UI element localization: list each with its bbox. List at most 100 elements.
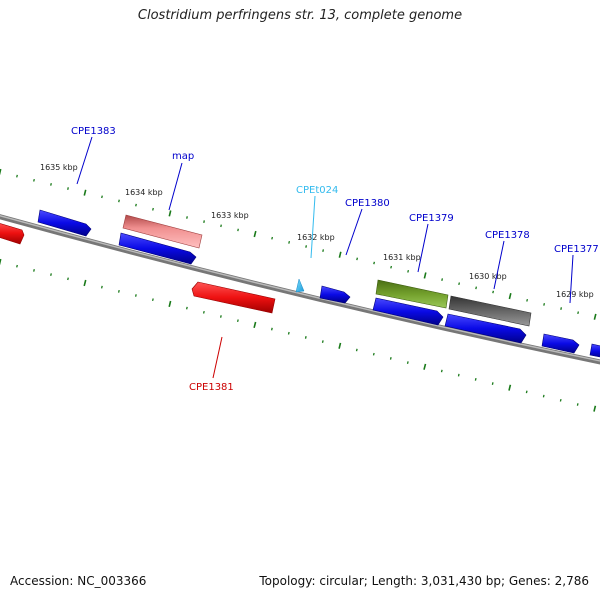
scale-label-1632: 1632 kbp: [297, 233, 335, 242]
gene-label-map[interactable]: map: [172, 151, 194, 162]
inner-scale-major-tick: [338, 342, 342, 349]
outer-scale-major-tick: [83, 189, 87, 196]
outer-scale-minor-tick: [237, 228, 239, 232]
gene-feature-cpe1381[interactable]: [191, 281, 276, 314]
gene-feature-red-left[interactable]: [0, 222, 25, 245]
inner-scale-minor-tick: [16, 264, 18, 268]
inner-scale-minor-tick: [406, 361, 409, 364]
inner-scale-major-tick: [83, 279, 87, 287]
scale-label-1633: 1633 kbp: [211, 211, 249, 220]
outer-scale-minor-tick: [390, 265, 393, 269]
inner-scale-minor-tick: [185, 306, 188, 310]
gene-feature-cpe1378[interactable]: [448, 295, 532, 327]
inner-scale-major-tick: [0, 258, 2, 266]
inner-scale-minor-tick: [50, 273, 52, 276]
inner-scale-minor-tick: [33, 269, 35, 272]
gene-features[interactable]: [0, 209, 600, 358]
gene-label-cpe1379[interactable]: CPE1379: [409, 213, 454, 224]
gene-label-cpe1377[interactable]: CPE1377: [554, 244, 599, 255]
accession-text: Accession: NC_003366: [10, 574, 147, 588]
inner-scale-minor-tick: [117, 289, 120, 293]
outer-scale-major-tick: [168, 210, 172, 217]
scale-label-1634: 1634 kbp: [125, 188, 163, 197]
inner-scale-minor-tick: [219, 315, 222, 318]
outer-scale-minor-tick: [288, 240, 291, 244]
inner-scale-minor-tick: [100, 285, 103, 289]
outer-scale-minor-tick: [33, 178, 35, 182]
scale-label-1631: 1631 kbp: [383, 253, 421, 262]
gene-feature-cpe1380[interactable]: [319, 285, 351, 304]
inner-scale-minor-tick: [287, 331, 290, 335]
outer-scale-minor-tick: [50, 183, 52, 186]
inner-scale-major-tick: [253, 321, 257, 329]
outer-scale-major-tick: [253, 230, 257, 238]
outer-scale-minor-tick: [458, 282, 461, 286]
gene-feature-cpe1379[interactable]: [375, 279, 449, 309]
gene-labels[interactable]: CPE1383 map CPEt024 CPE1380 CPE1379 CPE1…: [71, 126, 599, 393]
inner-scale-minor-tick: [372, 352, 375, 356]
inner-scale-minor-tick: [67, 277, 69, 281]
outer-scale-minor-tick: [441, 278, 444, 281]
map-title: Clostridium perfringens str. 13, complet…: [137, 8, 463, 23]
backbone-highlight: [0, 215, 600, 362]
inner-scale-minor-tick: [389, 357, 392, 360]
outer-scale-minor-tick: [152, 207, 154, 211]
gene-feature-blue-under-1378[interactable]: [444, 313, 527, 344]
outer-scale-major-tick: [0, 168, 2, 176]
outer-scale-minor-tick: [526, 298, 529, 302]
inner-scale-minor-tick: [134, 294, 137, 297]
gene-feature-map[interactable]: [122, 214, 203, 249]
outer-scale-minor-tick: [492, 290, 495, 294]
outer-scale-minor-tick: [543, 303, 546, 306]
outer-scale-major-tick: [423, 272, 427, 279]
label-leaders: [76, 136, 574, 379]
outer-scale-major-tick: [338, 251, 342, 258]
inner-scale-major-tick: [508, 384, 512, 391]
gene-feature-cpe1377[interactable]: [541, 333, 580, 354]
inner-scale-minor-tick: [440, 369, 443, 373]
inner-scale-ticks: [0, 258, 597, 412]
gene-feature-blue-under-map[interactable]: [118, 232, 197, 265]
outer-scale-ticks: [0, 168, 597, 320]
outer-scale-minor-tick: [220, 224, 222, 228]
outer-scale-minor-tick: [67, 187, 69, 190]
gene-feature-blue-under-1379[interactable]: [372, 297, 444, 326]
outer-scale-major-tick: [593, 313, 597, 320]
inner-scale-minor-tick: [457, 373, 460, 377]
gene-label-cpe1378[interactable]: CPE1378: [485, 230, 530, 241]
outer-scale-minor-tick: [356, 257, 359, 261]
gene-label-cpe1380[interactable]: CPE1380: [345, 198, 390, 209]
inner-scale-minor-tick: [321, 340, 324, 343]
inner-scale-minor-tick: [525, 390, 528, 394]
scale-label-1630: 1630 kbp: [469, 272, 507, 281]
inner-scale-major-tick: [593, 405, 597, 412]
outer-scale-minor-tick: [475, 286, 478, 290]
outer-scale-minor-tick: [135, 203, 137, 207]
inner-scale-major-tick: [168, 300, 172, 307]
outer-scale-minor-tick: [16, 174, 18, 178]
gene-feature-blue-right-edge[interactable]: [589, 343, 600, 358]
outer-scale-minor-tick: [560, 307, 563, 310]
gene-label-cpet024[interactable]: CPEt024: [296, 185, 338, 196]
outer-scale-minor-tick: [101, 195, 103, 199]
gene-feature-cpe1383[interactable]: [37, 209, 92, 237]
outer-scale-major-tick: [508, 293, 512, 300]
outer-scale-minor-tick: [322, 249, 325, 252]
gene-label-cpe1383[interactable]: CPE1383: [71, 126, 116, 137]
inner-scale-minor-tick: [355, 348, 358, 352]
outer-scale-minor-tick: [305, 245, 308, 248]
scale-label-1635: 1635 kbp: [40, 163, 78, 172]
inner-scale-minor-tick: [576, 403, 579, 406]
outer-scale-minor-tick: [118, 199, 120, 203]
gene-label-cpe1381[interactable]: CPE1381: [189, 382, 234, 393]
gene-feature-cpet024[interactable]: [295, 278, 305, 293]
outer-scale-minor-tick: [407, 269, 410, 273]
outer-scale-minor-tick: [271, 236, 274, 240]
outer-scale-minor-tick: [373, 261, 376, 265]
inner-scale-minor-tick: [202, 310, 205, 314]
backbone-arc: [0, 214, 600, 365]
inner-scale-minor-tick: [304, 336, 307, 339]
genome-summary-text: Topology: circular; Length: 3,031,430 bp…: [259, 574, 589, 588]
inner-scale-minor-tick: [236, 319, 239, 323]
